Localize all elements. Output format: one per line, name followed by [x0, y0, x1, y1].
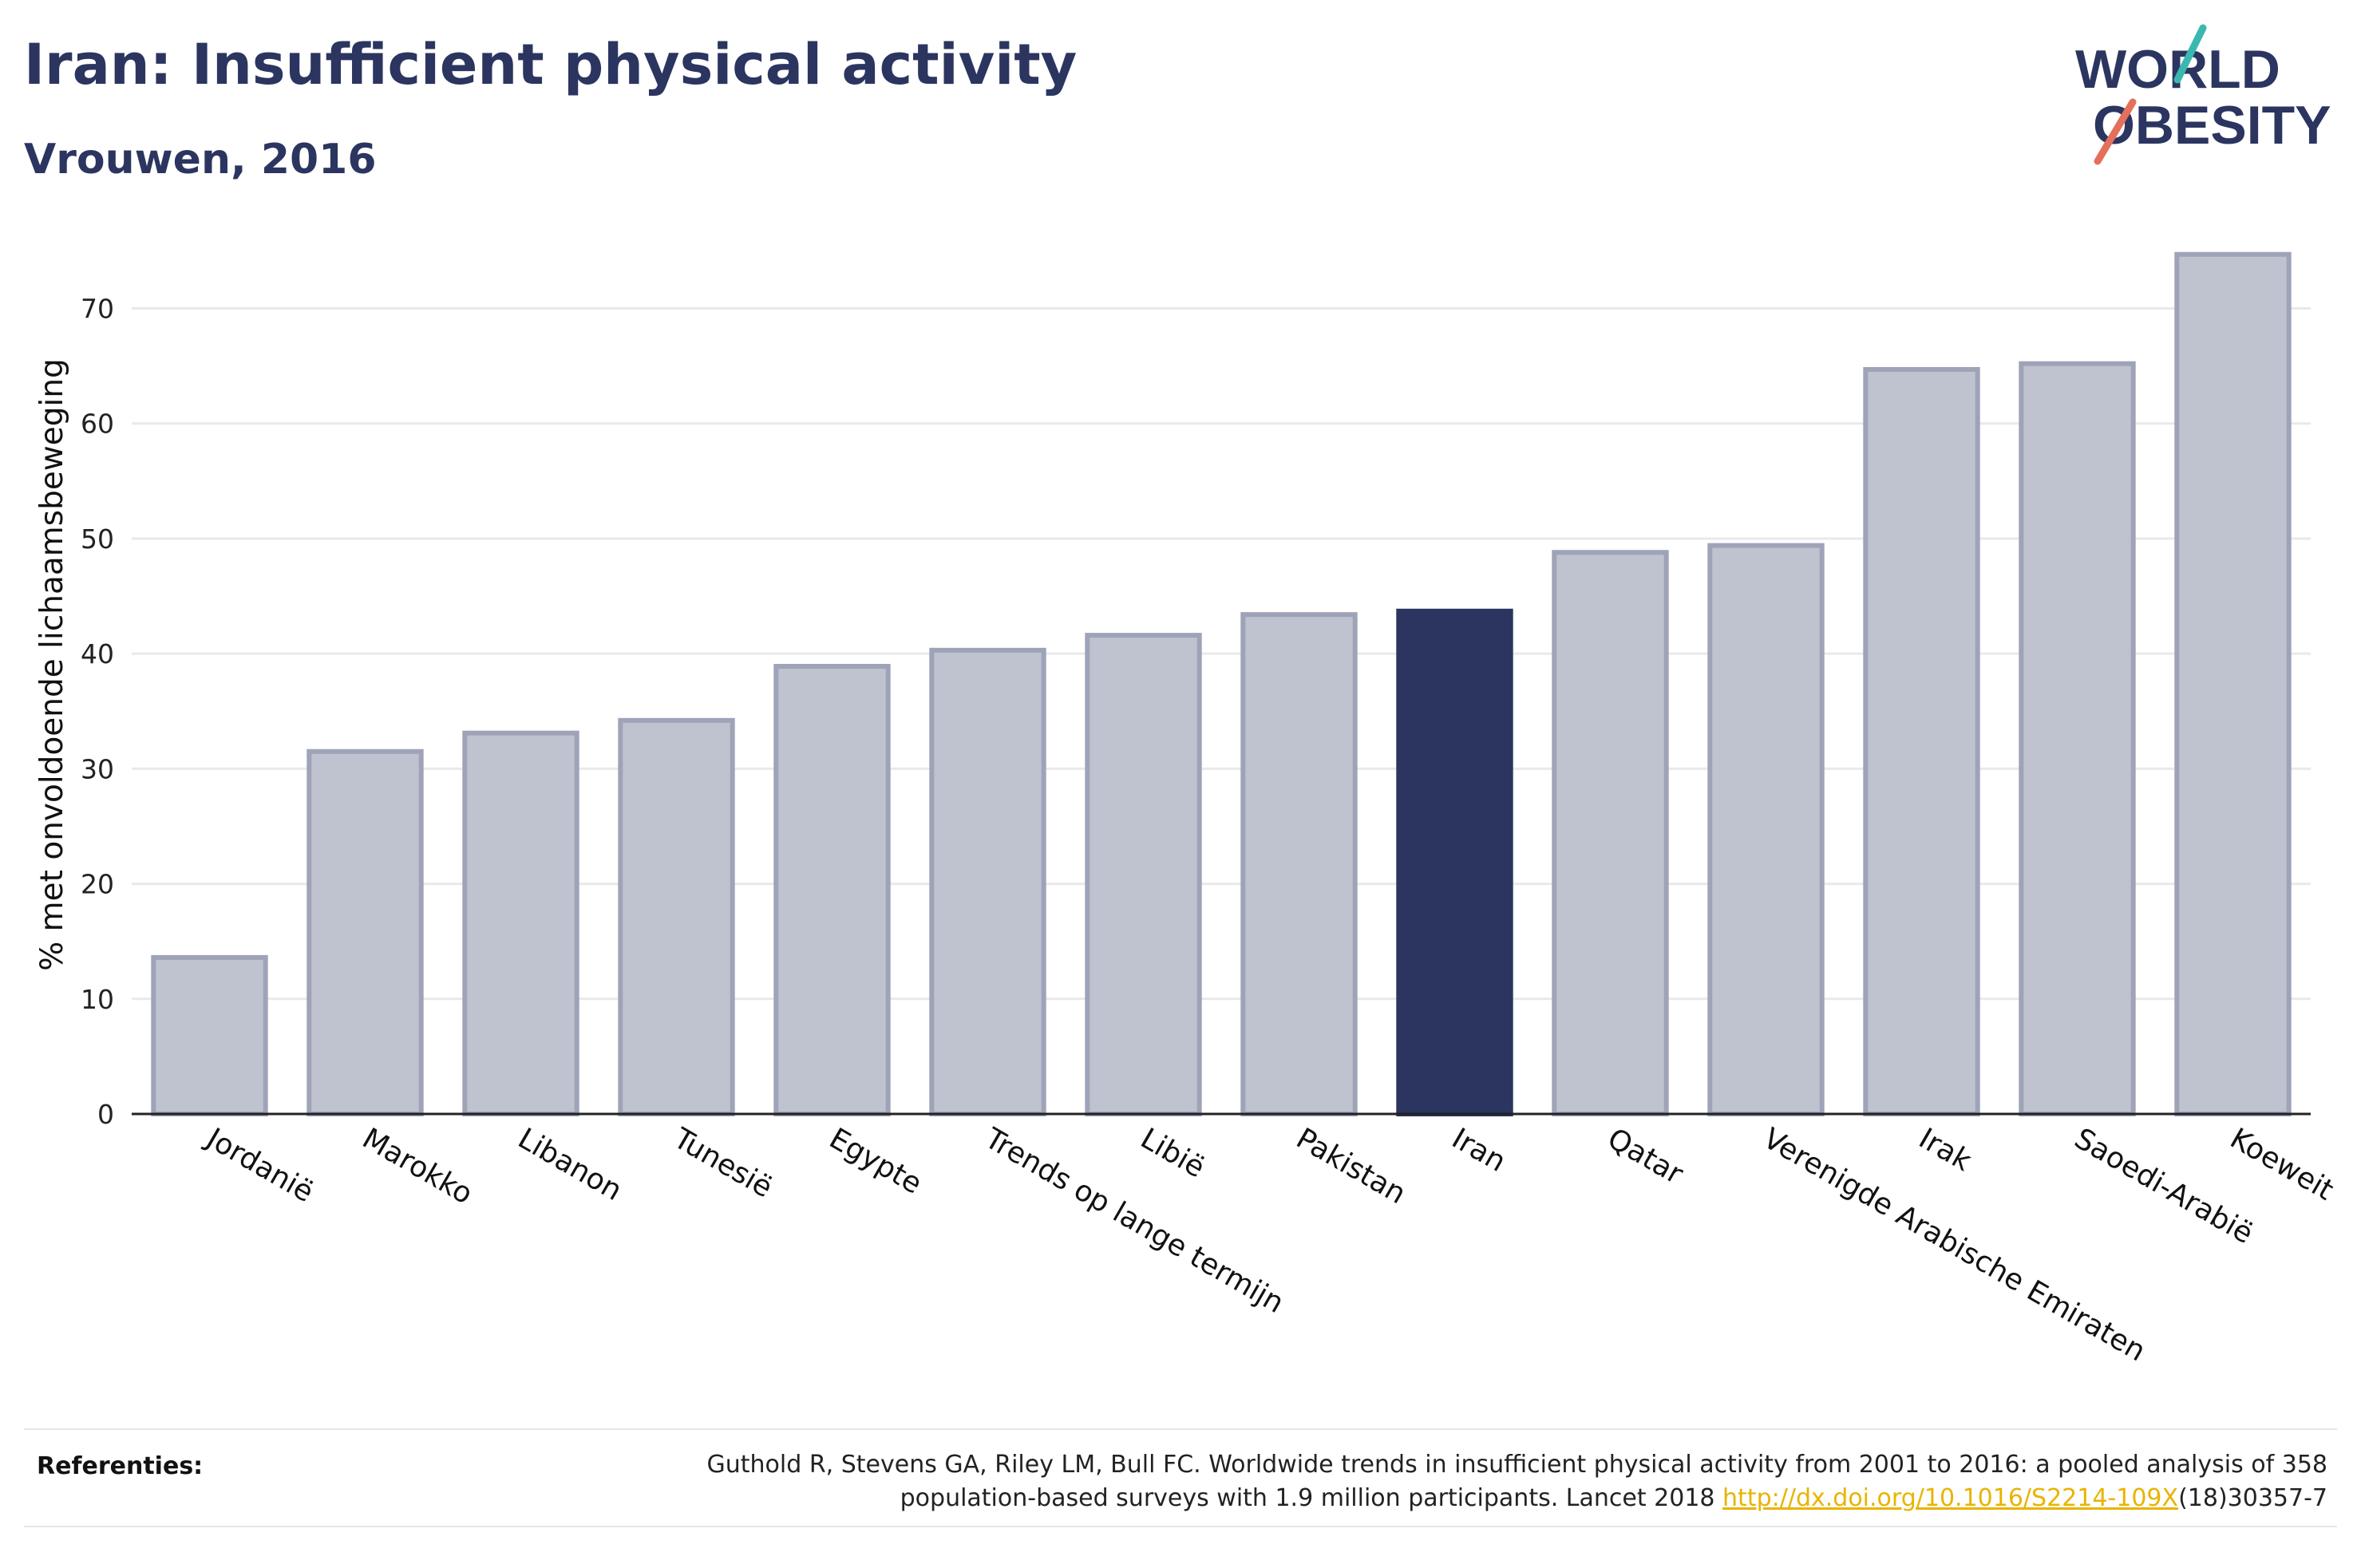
- logo-word-world: WORLD: [2075, 39, 2280, 100]
- y-tick-label: 0: [97, 1099, 114, 1130]
- bar: [462, 730, 579, 1116]
- bar-chart: 0 10 20 30 40 50 60 70 % met onvoldoende lichaam…: [34, 251, 2339, 1368]
- x-tick-label: Egypte: [824, 1122, 927, 1201]
- x-tick-label: Trends op lange termijn: [979, 1122, 1289, 1320]
- x-tick-label: Libanon: [512, 1122, 627, 1207]
- bar: [1085, 633, 1202, 1116]
- y-tick-label: 70: [81, 294, 114, 325]
- bar: [2019, 361, 2136, 1116]
- y-tick-label: 50: [81, 523, 114, 555]
- x-tick-label: Libië: [1135, 1122, 1210, 1184]
- y-tick-label: 10: [81, 984, 114, 1015]
- y-tick-label: 60: [81, 409, 114, 440]
- bar: [618, 717, 735, 1116]
- y-tick-label: 20: [81, 869, 114, 900]
- bar: [1863, 366, 1980, 1116]
- references-line-1: Guthold R, Stevens GA, Riley LM, Bull FC…: [706, 1451, 2327, 1479]
- bar: [306, 748, 424, 1116]
- references-doi-link[interactable]: http://dx.doi.org/10.1016/S2214-109X: [1722, 1484, 2179, 1512]
- y-axis-label: % met onvoldoende lichaamsbeweging: [34, 358, 70, 971]
- y-tick-label: 30: [81, 753, 114, 784]
- x-tick-label: Iran: [1446, 1122, 1511, 1179]
- world-obesity-logo: WORLD OBESITY: [2075, 24, 2331, 165]
- chart-subtitle: Vrouwen, 2016: [24, 136, 377, 184]
- references-line-2-suffix: (18)30357-7: [2178, 1484, 2327, 1512]
- logo-slash-coral: [2094, 98, 2137, 165]
- chart-title: Iran: Insufficient physical activity: [24, 32, 1078, 97]
- references-text: Guthold R, Stevens GA, Riley LM, Bull FC…: [492, 1448, 2327, 1515]
- x-tick-label: Qatar: [1602, 1122, 1688, 1191]
- logo-slash-teal: [2173, 24, 2207, 84]
- bar: [773, 664, 891, 1116]
- bar: [1552, 550, 1669, 1116]
- bar: [929, 647, 1046, 1116]
- bar: [2174, 251, 2292, 1117]
- x-tick-label: Tunesië: [667, 1122, 777, 1205]
- references-line-2: population-based surveys with 1.9 millio…: [900, 1484, 1715, 1512]
- footer-divider-bottom: [24, 1526, 2337, 1527]
- footer-divider-top: [24, 1428, 2337, 1430]
- bar: [1240, 612, 1358, 1116]
- x-tick-label: Marokko: [357, 1122, 478, 1211]
- x-tick-label: Koeweit: [2225, 1122, 2339, 1207]
- x-tick-label: Jordanië: [200, 1121, 318, 1209]
- x-tick-label: Pakistan: [1291, 1122, 1411, 1211]
- bar-highlight: [1396, 608, 1513, 1116]
- y-tick-label: 40: [81, 638, 114, 669]
- bar: [151, 954, 268, 1116]
- bar: [1707, 543, 1825, 1116]
- references-label: Referenties:: [37, 1452, 204, 1480]
- x-tick-label: Irak: [1913, 1122, 1977, 1178]
